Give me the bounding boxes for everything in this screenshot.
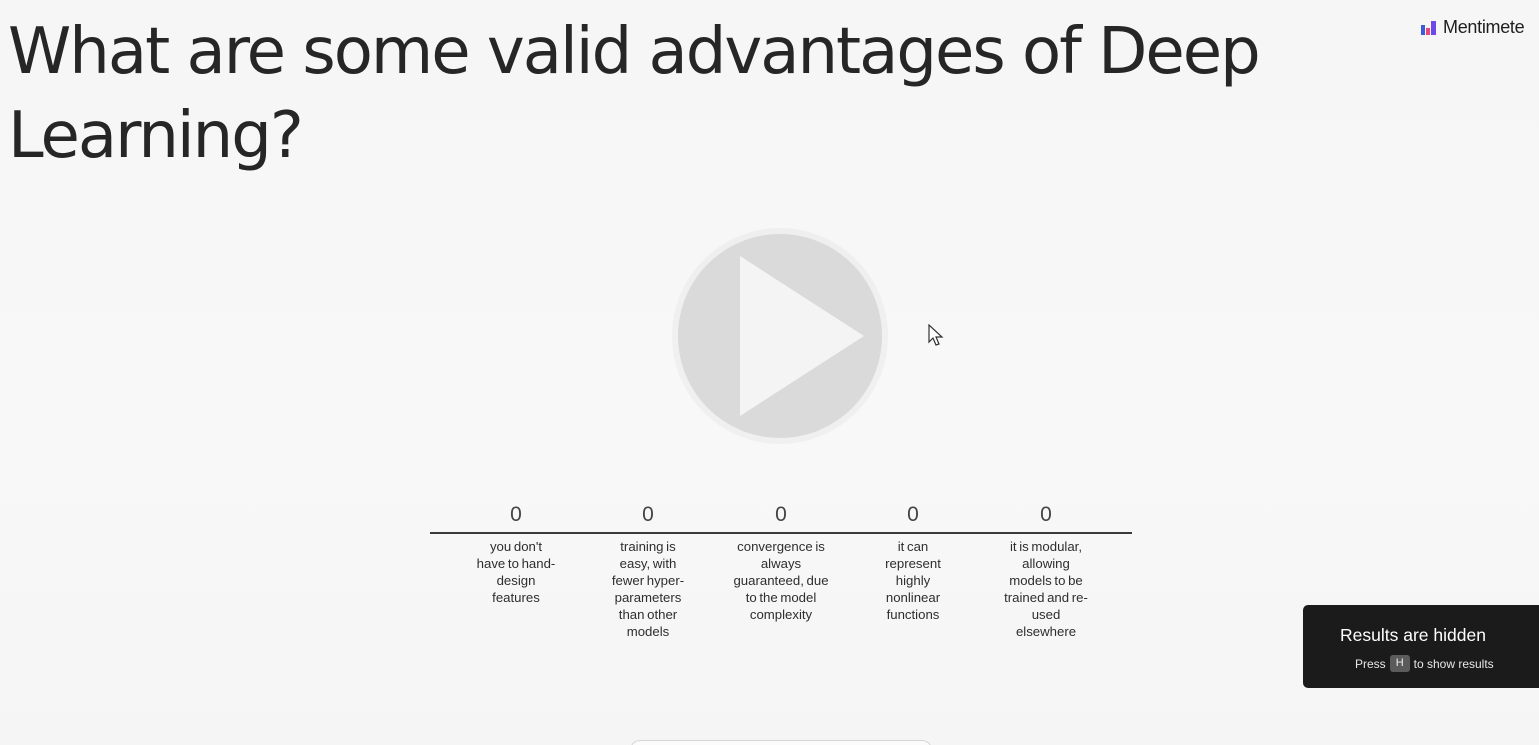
keyboard-key-h[interactable]: H xyxy=(1389,655,1410,672)
option-count: 0 xyxy=(642,503,654,526)
option-label: it is modular, allowing models to be tra… xyxy=(1004,539,1088,639)
play-button[interactable] xyxy=(670,226,890,446)
results-hidden-hint: Press H to show results xyxy=(1355,655,1494,672)
option-column: 0 it is modular, allowing models to be t… xyxy=(994,500,1098,640)
question-title: What are some valid advantages of Deep L… xyxy=(8,15,1261,173)
option-count: 0 xyxy=(907,503,919,526)
bottom-control-bar[interactable] xyxy=(630,740,932,745)
mentimeter-logo-icon xyxy=(1421,20,1436,35)
mouse-cursor-icon xyxy=(928,324,944,346)
option-column: 0 you don't have to hand-design features xyxy=(464,500,568,606)
option-column: 0 it can represent highly nonlinear func… xyxy=(861,500,965,623)
option-column: 0 convergence is always guaranteed, due … xyxy=(729,500,833,623)
option-count: 0 xyxy=(775,503,787,526)
option-label: convergence is always guaranteed, due to… xyxy=(733,539,829,622)
hint-press-text: Press xyxy=(1355,656,1386,671)
play-icon xyxy=(672,228,888,444)
option-column: 0 training is easy, with fewer hyper-par… xyxy=(596,500,700,640)
results-hidden-notice: Results are hidden Press H to show resul… xyxy=(1303,605,1539,688)
option-label: you don't have to hand-design features xyxy=(476,539,556,605)
hint-suffix-text: to show results xyxy=(1413,656,1494,671)
option-count: 0 xyxy=(510,503,522,526)
option-count: 0 xyxy=(1040,503,1052,526)
option-label: it can represent highly nonlinear functi… xyxy=(885,539,941,622)
chart-baseline xyxy=(430,532,1132,534)
brand-logo: Mentimete xyxy=(1421,17,1525,38)
poll-results-chart: 0 you don't have to hand-design features… xyxy=(430,500,1132,650)
brand-name: Mentimete xyxy=(1443,17,1525,37)
results-hidden-title: Results are hidden xyxy=(1340,625,1486,645)
option-label: training is easy, with fewer hyper-param… xyxy=(611,539,685,639)
